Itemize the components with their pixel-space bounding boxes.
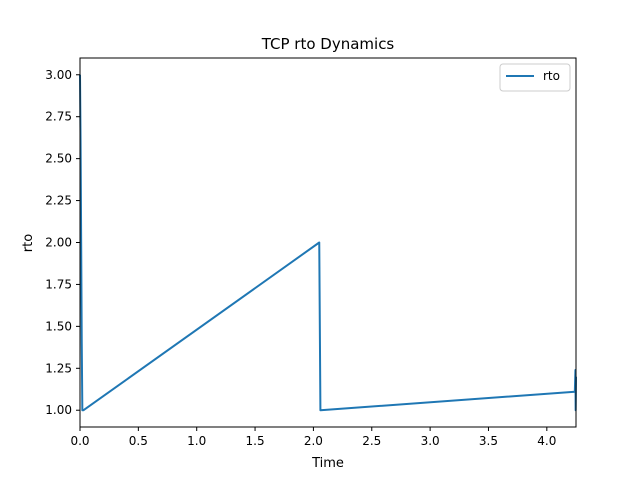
series-line-rto [79, 74, 577, 412]
y-tick-label: 1.50 [45, 319, 72, 333]
y-tick-label: 1.25 [45, 361, 72, 375]
y-axis: 1.00 1.25 1.50 1.75 2.00 2.25 2.50 2.75 3.00 [45, 68, 80, 417]
x-tick-label: 0.5 [129, 434, 148, 448]
x-tick-label: 2.0 [304, 434, 323, 448]
plot-marks [79, 74, 577, 412]
chart-title: TCP rto Dynamics [261, 35, 395, 53]
plot-frame [79, 57, 577, 428]
x-tick-label: 4.0 [537, 434, 556, 448]
x-tick-label: 3.5 [479, 434, 498, 448]
x-axis: 0.0 0.5 1.0 1.5 2.0 2.5 3.0 3.5 4.0 [70, 427, 556, 448]
legend-label: rto [543, 69, 560, 83]
legend-box [499, 63, 571, 92]
y-tick-label: 2.25 [45, 194, 72, 208]
y-tick-label: 3.00 [45, 68, 72, 82]
x-tick-label: 2.5 [362, 434, 381, 448]
x-axis-label: Time [311, 456, 344, 471]
x-tick-label: 1.5 [246, 434, 265, 448]
y-tick-label: 1.75 [45, 277, 72, 291]
y-tick-label: 2.00 [45, 236, 72, 250]
legend: rto [499, 63, 571, 92]
y-tick-label: 1.00 [45, 403, 72, 417]
y-tick-label: 2.75 [45, 110, 72, 124]
x-tick-label: 0.0 [70, 434, 89, 448]
y-tick-label: 2.50 [45, 152, 72, 166]
y-axis-label: rto [21, 234, 36, 252]
x-tick-label: 3.0 [421, 434, 440, 448]
x-tick-label: 1.0 [187, 434, 206, 448]
